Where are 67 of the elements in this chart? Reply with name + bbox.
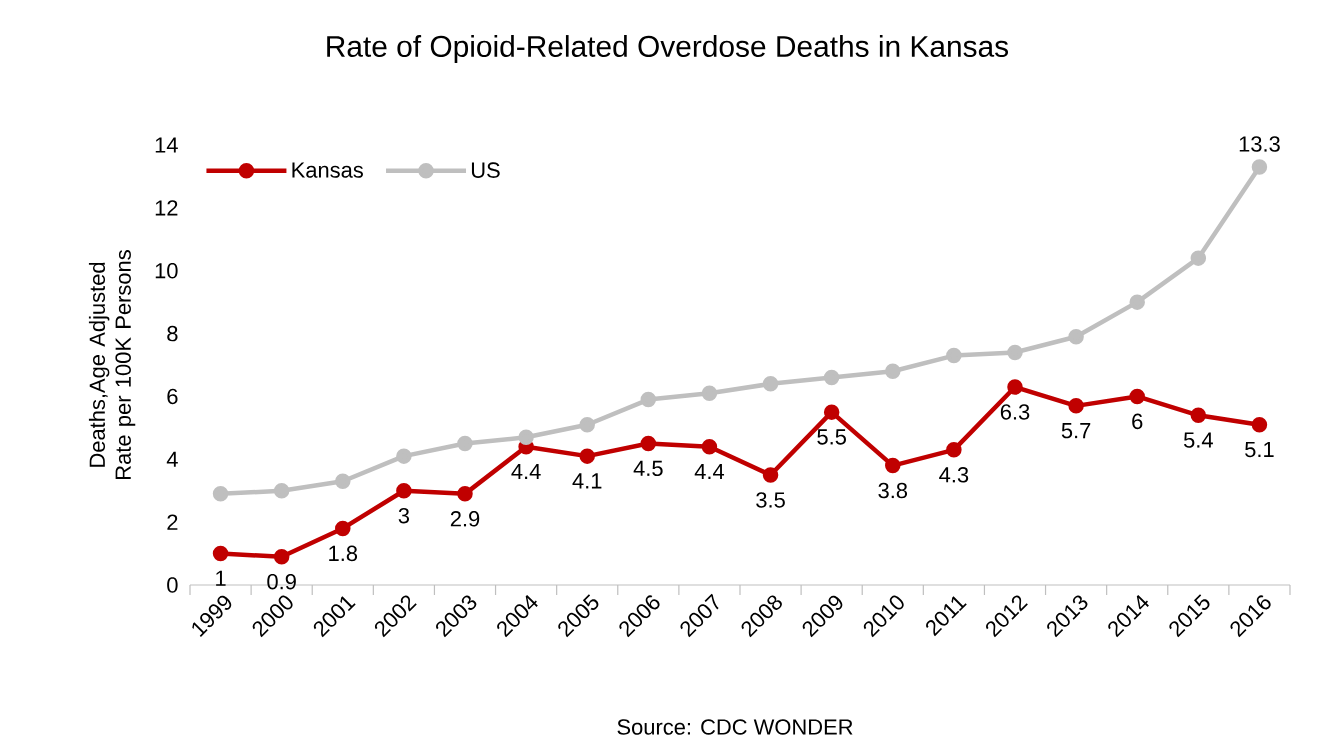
data-label: 5.5 [817, 429, 846, 445]
point [885, 363, 901, 380]
data-label: 1 [216, 570, 226, 586]
point [396, 448, 412, 464]
source-note: Source: CDC WONDER [617, 719, 853, 735]
point [273, 548, 290, 565]
data-label: 5.7 [1061, 423, 1091, 439]
data-label: 5.4 [1183, 432, 1213, 448]
data-label: 4.4 [511, 463, 541, 479]
point [1251, 159, 1268, 175]
point [885, 457, 901, 474]
data-label: 6 [1132, 413, 1143, 430]
point [579, 416, 595, 433]
y-tick-label: 14 [155, 137, 178, 153]
point [640, 391, 657, 408]
y-tick-label: 12 [155, 200, 178, 216]
y-tick-label: 0 [167, 577, 178, 593]
data-label: 1.8 [329, 545, 358, 562]
point [701, 438, 718, 455]
legend-label: US [471, 162, 500, 178]
point [701, 385, 718, 402]
point [946, 347, 962, 364]
point [396, 482, 412, 499]
point [1251, 416, 1268, 433]
point [1190, 250, 1207, 266]
data-label: 2.9 [450, 511, 480, 527]
y-tick-label: 6 [167, 388, 178, 405]
y-tick-label: 2 [167, 514, 178, 530]
y-tick-label: 8 [167, 325, 178, 342]
data-label: 4.4 [694, 463, 725, 479]
point [273, 482, 290, 499]
data-label: 13.3 [1239, 136, 1280, 152]
point [457, 435, 473, 452]
point [579, 448, 595, 464]
point [823, 404, 840, 420]
point [1129, 388, 1145, 405]
point [1068, 398, 1084, 414]
point [212, 545, 229, 562]
point [1129, 294, 1145, 310]
data-label: 4.3 [939, 467, 969, 483]
y-tick-label: 10 [155, 262, 178, 279]
y-axis-title: Deaths,Age Adjusted Rate per 100K Persons [88, 250, 136, 479]
point [1007, 344, 1023, 361]
data-label: 4.1 [572, 473, 602, 489]
y-tick-label: 4 [166, 451, 178, 467]
data-label: 4.5 [633, 460, 663, 477]
legend-label: Kansas [292, 162, 363, 178]
data-label: 3 [398, 507, 410, 524]
point [823, 369, 840, 386]
point [762, 467, 779, 483]
data-label: 3.5 [756, 492, 785, 508]
point [212, 486, 229, 502]
point [335, 473, 351, 490]
point [1068, 328, 1084, 345]
data-label: 0.9 [267, 573, 296, 590]
point [457, 486, 473, 502]
chart-title: Rate of Opioid-Related Overdose Deaths in Kansas [327, 35, 1009, 63]
point [1190, 407, 1207, 424]
point [640, 435, 657, 452]
data-label: 6.3 [1000, 404, 1030, 420]
point [1007, 379, 1023, 395]
point [518, 429, 534, 446]
point [335, 520, 351, 537]
point [762, 376, 779, 392]
data-label: 3.8 [878, 482, 908, 499]
point [946, 442, 962, 458]
data-label: 5.1 [1245, 441, 1274, 458]
